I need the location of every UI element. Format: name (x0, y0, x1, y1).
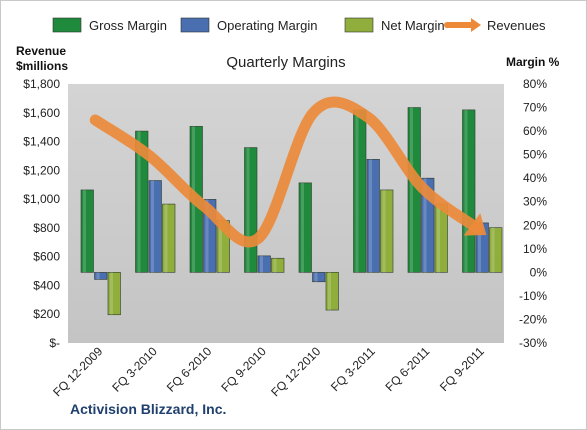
bar-net-margin (107, 272, 121, 316)
company-name: Activision Blizzard, Inc. (70, 401, 226, 417)
bar-highlight (478, 222, 481, 273)
bar-highlight (260, 255, 263, 273)
right-tick-label: 0% (530, 265, 548, 279)
bar-highlight (491, 227, 495, 273)
bar-highlight (369, 159, 372, 273)
bar-net-margin (325, 272, 339, 311)
legend-label: Net Margin (381, 18, 445, 33)
bar-gross-margin (135, 130, 149, 273)
bar-highlight (205, 199, 209, 273)
left-tick-label: $1,000 (23, 192, 60, 206)
bar-highlight (83, 189, 86, 273)
bar-highlight (273, 258, 277, 273)
bar-highlight (151, 180, 154, 273)
bar-highlight (301, 182, 304, 273)
legend-swatch (52, 17, 82, 33)
bar-highlight (355, 109, 359, 273)
right-tick-label: 30% (523, 195, 547, 209)
bar-operating-margin (257, 255, 271, 273)
left-tick-label: $- (49, 336, 60, 350)
left-tick-label: $800 (33, 221, 60, 235)
chart-title: Quarterly Margins (226, 54, 345, 71)
bar-gross-margin (353, 109, 367, 273)
legend-swatch (344, 17, 374, 33)
right-tick-label: -20% (519, 312, 547, 326)
legend-swatch-arrow (471, 18, 481, 32)
bar-net-margin (434, 203, 448, 273)
revenues-arrowhead (463, 213, 487, 236)
right-tick-label: 60% (523, 124, 547, 138)
right-axis-ticks: -30% -20% -10% 0% 10% 20% 30% 40% 50% 60% 70% 80% (519, 77, 547, 350)
bar-operating-margin (312, 272, 326, 283)
bar-operating-margin (148, 180, 162, 273)
bar-highlight (164, 204, 168, 273)
legend-swatch (180, 17, 210, 33)
left-axis-title-line1: Revenue (16, 44, 66, 58)
bar-highlight (382, 189, 386, 273)
right-axis-title: Margin % (506, 55, 560, 69)
left-tick-label: $1,800 (23, 77, 60, 91)
bar-operating-margin (366, 159, 380, 273)
bar-highlight (410, 107, 413, 273)
right-tick-label: 50% (523, 148, 547, 162)
right-tick-label: 80% (523, 77, 547, 91)
bar-gross-margin (80, 189, 94, 273)
revenue-line-layer (89, 96, 487, 248)
legend-label: Operating Margin (217, 18, 317, 33)
bar-highlight (464, 109, 468, 273)
bar-net-margin (380, 189, 394, 273)
left-tick-label: $200 (33, 307, 60, 321)
left-tick-label: $1,400 (23, 135, 60, 149)
left-axis-title-line2: $millions (16, 59, 68, 73)
left-tick-label: $600 (33, 250, 60, 264)
bar-highlight (246, 147, 250, 273)
right-tick-label: -30% (519, 336, 547, 350)
right-tick-label: 40% (523, 171, 547, 185)
right-tick-label: -10% (519, 289, 547, 303)
bar-highlight (96, 272, 100, 280)
left-tick-label: $1,600 (23, 106, 60, 120)
bar-highlight (110, 272, 113, 315)
left-tick-label: $1,200 (23, 163, 60, 177)
bar-highlight (423, 178, 427, 273)
right-tick-label: 10% (523, 242, 547, 256)
legend-label: Revenues (487, 18, 546, 33)
bar-highlight (219, 220, 222, 273)
bar-highlight (137, 131, 141, 273)
bar-net-margin (162, 203, 176, 273)
bar-highlight (314, 272, 318, 282)
left-tick-label: $400 (33, 278, 60, 292)
bar-net-margin (271, 257, 285, 273)
right-tick-label: 70% (523, 101, 547, 115)
legend-label: Gross Margin (89, 18, 167, 33)
bar-operating-margin (94, 272, 108, 280)
right-tick-label: 20% (523, 218, 547, 232)
bar-gross-margin (298, 182, 312, 273)
revenues-line (89, 96, 483, 248)
bar-net-margin (489, 227, 503, 273)
left-axis-ticks: $- $200 $400 $600 $800 $1,000 $1,200 $1,400 $1,6… (23, 77, 60, 350)
legend: Gross Margin Operating Margin Net Margin Re… (52, 17, 546, 33)
bar-gross-margin (462, 109, 476, 273)
bar-highlight (437, 204, 440, 273)
bar-gross-margin (244, 147, 258, 273)
bar-highlight (328, 272, 331, 311)
